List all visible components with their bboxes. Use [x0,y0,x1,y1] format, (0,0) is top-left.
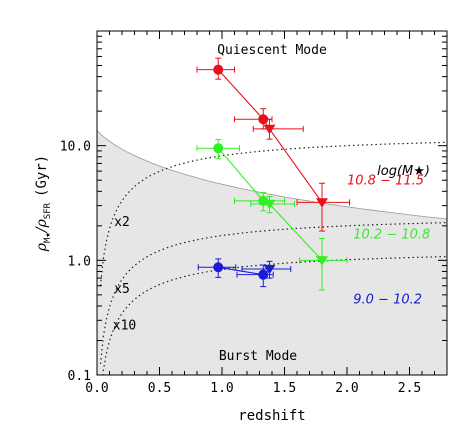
data-point-triangle [263,264,276,275]
curve-label-x5: x5 [114,282,130,297]
x-tick-label: 1.5 [273,381,296,396]
y-axis-label-unit: (Gyr) [34,155,50,197]
data-point-circle [258,269,269,280]
y-axis-label-rho: ρ [34,242,50,252]
data-point-circle [213,64,224,75]
curve-label-x10: x10 [113,318,136,333]
y-tick-label: 1.0 [68,254,91,269]
data-point-circle [213,262,224,273]
y-axis-label-sub2: SFR [43,202,53,219]
x5-curve [99,222,447,365]
series-label-1: 10.2 − 10.8 [353,228,430,243]
burst-mode-label: Burst Mode [219,349,297,364]
data-point-triangle [263,199,276,210]
y-tick-label: 0.1 [68,369,91,384]
series-1 [196,139,348,291]
y-axis-label: ρM★/ρSFR (Gyr) [34,155,53,252]
x-tick-label: 0.0 [85,381,108,396]
series-label-0: 10.8 − 11.5 [347,173,424,188]
data-point-triangle [316,256,328,266]
y-axis-label-mid: /ρ [34,218,50,234]
x-tick-label: 2.5 [398,381,421,396]
x-axis-label: redshift [238,408,305,424]
x-tick-label: 0.5 [148,381,171,396]
x-tick-label: 2.0 [335,381,358,396]
series-2 [197,258,292,288]
curve-label-x2: x2 [114,215,130,230]
x2-curve [99,141,447,286]
series-0 [196,57,350,232]
series-line [217,69,323,203]
data-point-circle [258,114,269,125]
series-label-2: 9.0 − 10.2 [353,293,422,308]
x-tick-label: 1.0 [210,381,233,396]
legend-title: log(M★) [377,164,430,179]
x10-curve [102,256,447,375]
y-axis-label-sub1: M★ [43,232,53,243]
data-point-circle [213,143,224,154]
quiescent-mode-label: Quiescent Mode [217,43,327,58]
data-point-triangle [316,198,328,208]
y-tick-label: 10.0 [60,140,91,155]
burst-mode-region [97,129,447,375]
data-point-triangle [263,124,276,135]
